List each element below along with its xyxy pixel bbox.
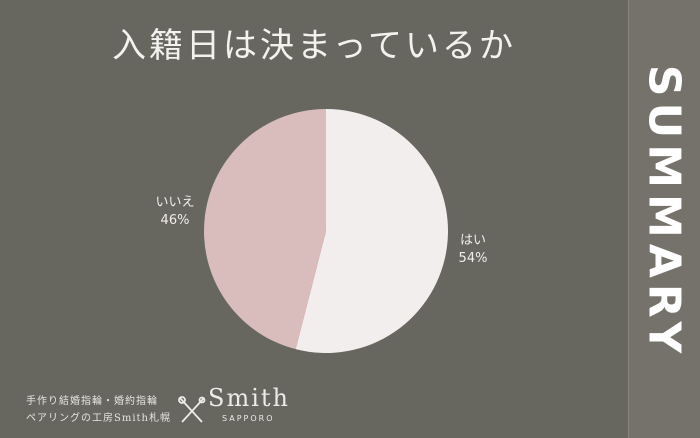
slice-name: いいえ (155, 195, 195, 210)
pie-slice-0 (295, 109, 449, 354)
footer-line-1: 手作り結婚指輪・婚約指輪 (26, 396, 158, 407)
logo-name: Smith (208, 384, 290, 412)
chart-title: 入籍日は決まっているか (112, 26, 516, 66)
slice-value: 54% (458, 251, 488, 266)
logo-sub: SAPPORO (222, 414, 275, 423)
slice-label-no: いいえ 46% (150, 194, 200, 230)
pie-slice-1 (204, 109, 326, 350)
summary-sidebar (628, 0, 700, 438)
slice-value: 46% (160, 213, 190, 228)
crossed-tools-icon (178, 396, 206, 423)
footer-text: 手作り結婚指輪・婚約指輪 ペアリングの工房Smith札幌 (26, 393, 171, 427)
footer-line-2: ペアリングの工房Smith札幌 (26, 413, 171, 424)
slice-label-yes: はい 54% (453, 232, 493, 268)
slice-name: はい (459, 233, 486, 248)
